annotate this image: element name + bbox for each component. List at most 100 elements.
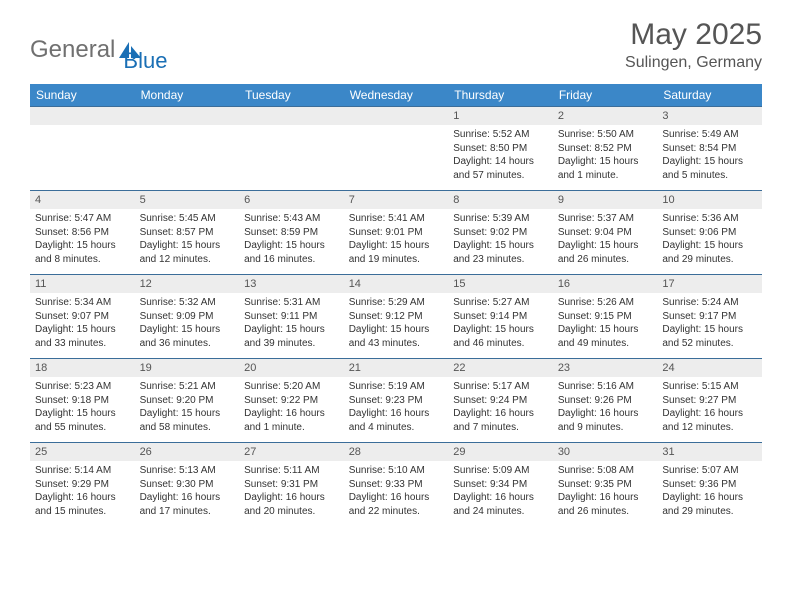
daylight-text: Daylight: 15 hours and 23 minutes.	[453, 239, 548, 266]
sunrise-text: Sunrise: 5:20 AM	[244, 380, 339, 394]
sunset-text: Sunset: 9:23 PM	[349, 394, 444, 408]
day-details: Sunrise: 5:31 AMSunset: 9:11 PMDaylight:…	[239, 293, 344, 359]
day-details: Sunrise: 5:52 AMSunset: 8:50 PMDaylight:…	[448, 125, 553, 191]
daylight-text: Daylight: 16 hours and 24 minutes.	[453, 491, 548, 518]
sunrise-text: Sunrise: 5:27 AM	[453, 296, 548, 310]
sunset-text: Sunset: 9:30 PM	[140, 478, 235, 492]
daylight-text: Daylight: 16 hours and 20 minutes.	[244, 491, 339, 518]
day-details: Sunrise: 5:21 AMSunset: 9:20 PMDaylight:…	[135, 377, 240, 443]
day-details: Sunrise: 5:11 AMSunset: 9:31 PMDaylight:…	[239, 461, 344, 526]
daylight-text: Daylight: 16 hours and 9 minutes.	[558, 407, 653, 434]
sunrise-text: Sunrise: 5:41 AM	[349, 212, 444, 226]
day-details: Sunrise: 5:47 AMSunset: 8:56 PMDaylight:…	[30, 209, 135, 275]
sunrise-text: Sunrise: 5:36 AM	[662, 212, 757, 226]
sunset-text: Sunset: 9:17 PM	[662, 310, 757, 324]
day-details: Sunrise: 5:15 AMSunset: 9:27 PMDaylight:…	[657, 377, 762, 443]
day-number	[239, 107, 344, 126]
sunset-text: Sunset: 9:26 PM	[558, 394, 653, 408]
sunset-text: Sunset: 9:14 PM	[453, 310, 548, 324]
day-number: 27	[239, 443, 344, 462]
day-number: 15	[448, 275, 553, 294]
sunrise-text: Sunrise: 5:16 AM	[558, 380, 653, 394]
daynum-row: 123	[30, 107, 762, 126]
sunset-text: Sunset: 9:07 PM	[35, 310, 130, 324]
daylight-text: Daylight: 15 hours and 19 minutes.	[349, 239, 444, 266]
day-number: 10	[657, 191, 762, 210]
sunset-text: Sunset: 9:22 PM	[244, 394, 339, 408]
day-details: Sunrise: 5:24 AMSunset: 9:17 PMDaylight:…	[657, 293, 762, 359]
sunset-text: Sunset: 9:15 PM	[558, 310, 653, 324]
daynum-row: 25262728293031	[30, 443, 762, 462]
sunset-text: Sunset: 8:56 PM	[35, 226, 130, 240]
daylight-text: Daylight: 15 hours and 43 minutes.	[349, 323, 444, 350]
daylight-text: Daylight: 15 hours and 33 minutes.	[35, 323, 130, 350]
day-number	[344, 107, 449, 126]
day-details: Sunrise: 5:50 AMSunset: 8:52 PMDaylight:…	[553, 125, 658, 191]
day-number: 6	[239, 191, 344, 210]
sunrise-text: Sunrise: 5:37 AM	[558, 212, 653, 226]
day-details: Sunrise: 5:39 AMSunset: 9:02 PMDaylight:…	[448, 209, 553, 275]
daylight-text: Daylight: 16 hours and 26 minutes.	[558, 491, 653, 518]
sunset-text: Sunset: 9:18 PM	[35, 394, 130, 408]
day-number: 28	[344, 443, 449, 462]
day-details: Sunrise: 5:26 AMSunset: 9:15 PMDaylight:…	[553, 293, 658, 359]
day-number: 19	[135, 359, 240, 378]
sunset-text: Sunset: 9:11 PM	[244, 310, 339, 324]
day-details	[344, 125, 449, 191]
sunrise-text: Sunrise: 5:24 AM	[662, 296, 757, 310]
day-details: Sunrise: 5:23 AMSunset: 9:18 PMDaylight:…	[30, 377, 135, 443]
day-details	[135, 125, 240, 191]
details-row: Sunrise: 5:23 AMSunset: 9:18 PMDaylight:…	[30, 377, 762, 443]
day-details: Sunrise: 5:29 AMSunset: 9:12 PMDaylight:…	[344, 293, 449, 359]
day-number: 1	[448, 107, 553, 126]
sunset-text: Sunset: 8:57 PM	[140, 226, 235, 240]
sunset-text: Sunset: 9:35 PM	[558, 478, 653, 492]
sunset-text: Sunset: 9:36 PM	[662, 478, 757, 492]
sunset-text: Sunset: 8:50 PM	[453, 142, 548, 156]
sunset-text: Sunset: 8:59 PM	[244, 226, 339, 240]
day-number: 22	[448, 359, 553, 378]
details-row: Sunrise: 5:34 AMSunset: 9:07 PMDaylight:…	[30, 293, 762, 359]
sunset-text: Sunset: 9:02 PM	[453, 226, 548, 240]
dow-header: Tuesday	[239, 84, 344, 107]
calendar-table: SundayMondayTuesdayWednesdayThursdayFrid…	[30, 84, 762, 526]
day-details: Sunrise: 5:37 AMSunset: 9:04 PMDaylight:…	[553, 209, 658, 275]
day-details	[239, 125, 344, 191]
day-details: Sunrise: 5:27 AMSunset: 9:14 PMDaylight:…	[448, 293, 553, 359]
daylight-text: Daylight: 15 hours and 49 minutes.	[558, 323, 653, 350]
day-details: Sunrise: 5:20 AMSunset: 9:22 PMDaylight:…	[239, 377, 344, 443]
day-number: 21	[344, 359, 449, 378]
day-details: Sunrise: 5:09 AMSunset: 9:34 PMDaylight:…	[448, 461, 553, 526]
day-number: 20	[239, 359, 344, 378]
day-number: 7	[344, 191, 449, 210]
sunrise-text: Sunrise: 5:21 AM	[140, 380, 235, 394]
day-number: 29	[448, 443, 553, 462]
day-number: 14	[344, 275, 449, 294]
daylight-text: Daylight: 16 hours and 29 minutes.	[662, 491, 757, 518]
sunset-text: Sunset: 8:54 PM	[662, 142, 757, 156]
daylight-text: Daylight: 15 hours and 46 minutes.	[453, 323, 548, 350]
location-label: Sulingen, Germany	[625, 54, 762, 72]
day-details: Sunrise: 5:16 AMSunset: 9:26 PMDaylight:…	[553, 377, 658, 443]
daylight-text: Daylight: 15 hours and 36 minutes.	[140, 323, 235, 350]
page-header: General Blue May 2025 Sulingen, Germany	[30, 18, 762, 74]
day-details: Sunrise: 5:17 AMSunset: 9:24 PMDaylight:…	[448, 377, 553, 443]
day-number: 9	[553, 191, 658, 210]
day-number: 31	[657, 443, 762, 462]
daylight-text: Daylight: 14 hours and 57 minutes.	[453, 155, 548, 182]
daylight-text: Daylight: 16 hours and 17 minutes.	[140, 491, 235, 518]
day-details: Sunrise: 5:07 AMSunset: 9:36 PMDaylight:…	[657, 461, 762, 526]
sunrise-text: Sunrise: 5:34 AM	[35, 296, 130, 310]
dow-header: Thursday	[448, 84, 553, 107]
day-details: Sunrise: 5:19 AMSunset: 9:23 PMDaylight:…	[344, 377, 449, 443]
day-number: 8	[448, 191, 553, 210]
day-details: Sunrise: 5:36 AMSunset: 9:06 PMDaylight:…	[657, 209, 762, 275]
day-number: 26	[135, 443, 240, 462]
calendar-page: General Blue May 2025 Sulingen, Germany …	[0, 0, 792, 526]
day-details: Sunrise: 5:45 AMSunset: 8:57 PMDaylight:…	[135, 209, 240, 275]
sunset-text: Sunset: 9:31 PM	[244, 478, 339, 492]
day-number: 3	[657, 107, 762, 126]
sunrise-text: Sunrise: 5:31 AM	[244, 296, 339, 310]
dow-header: Friday	[553, 84, 658, 107]
daylight-text: Daylight: 16 hours and 4 minutes.	[349, 407, 444, 434]
